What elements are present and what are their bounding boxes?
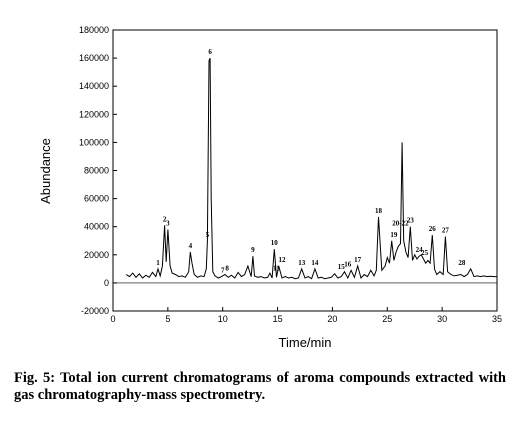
- peak-label: 10: [271, 239, 279, 247]
- tic-series-line: [125, 57, 497, 280]
- x-tick-label: 0: [110, 314, 115, 324]
- x-tick-label: 25: [382, 314, 392, 324]
- peak-label: 17: [354, 256, 362, 264]
- x-tick-label: 15: [273, 314, 283, 324]
- peak-label: 1: [156, 259, 160, 267]
- x-tick-label: 20: [327, 314, 337, 324]
- y-axis-label: Abundance: [38, 138, 53, 204]
- y-tick-label: 140000: [79, 81, 109, 91]
- y-tick-label: 80000: [84, 166, 109, 176]
- peak-label: 26: [429, 225, 437, 233]
- peak-label: 15: [338, 263, 346, 271]
- y-tick-label: 160000: [79, 53, 109, 63]
- peak-label: 13: [298, 259, 306, 267]
- y-tick-label: -20000: [81, 306, 109, 316]
- peak-label: 3: [166, 220, 170, 228]
- peak-label: 5: [206, 231, 210, 239]
- peak-label: 8: [225, 264, 229, 272]
- x-tick-label: 35: [492, 314, 502, 324]
- y-axis: -20000 0 20000 40000 60000 80000 100000 120000 1…: [79, 25, 117, 316]
- peak-label: 24: [416, 246, 424, 254]
- y-tick-label: 60000: [84, 194, 109, 204]
- x-tick-label: 5: [165, 314, 170, 324]
- y-tick-label: 40000: [84, 222, 109, 232]
- peak-label: 9: [251, 246, 255, 254]
- x-axis: 0 5 10 15 20 25 30 35: [110, 307, 502, 324]
- figure-caption: Fig. 5: Total ion current chromatograms …: [14, 370, 506, 403]
- y-tick-label: 100000: [79, 137, 109, 147]
- peak-label: 12: [278, 256, 286, 264]
- peak-label: 28: [458, 259, 466, 267]
- x-tick-label: 30: [437, 314, 447, 324]
- peak-label: 19: [390, 231, 398, 239]
- y-tick-label: 120000: [79, 109, 109, 119]
- peak-label: 18: [375, 207, 383, 215]
- y-tick-label: 180000: [79, 25, 109, 35]
- peak-label: 27: [442, 227, 450, 235]
- peak-label: 23: [407, 217, 415, 225]
- peak-label: 16: [344, 260, 352, 268]
- peak-label: 25: [421, 249, 429, 257]
- x-tick-label: 10: [218, 314, 228, 324]
- x-axis-label: Time/min: [279, 335, 332, 350]
- peak-label: 6: [208, 48, 212, 56]
- y-tick-label: 0: [104, 278, 109, 288]
- peak-label: 4: [189, 242, 193, 250]
- chromatogram-chart: -200000200004000060000800001000001200001…: [38, 25, 502, 350]
- y-tick-label: 20000: [84, 250, 109, 260]
- peak-label: 14: [311, 259, 319, 267]
- peak-label: 2: [163, 215, 167, 223]
- peak-label: 7: [221, 267, 225, 275]
- peak-label: 20-22: [392, 220, 409, 228]
- peak-label: 11: [273, 264, 280, 272]
